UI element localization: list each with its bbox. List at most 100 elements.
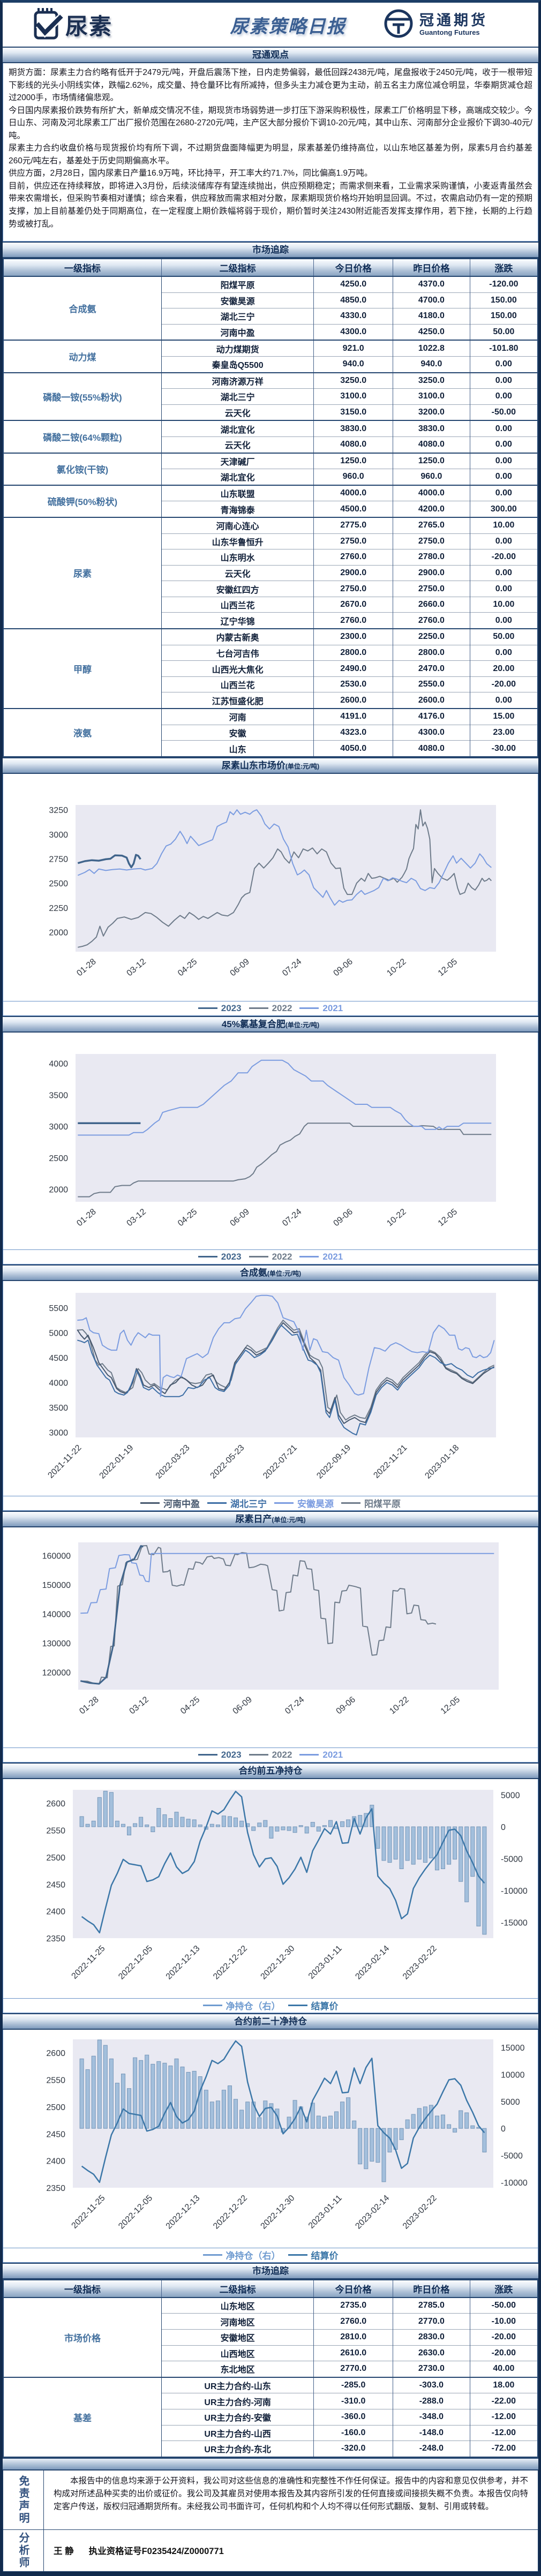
bar — [121, 1824, 125, 1827]
section-divider-bar — [3, 2457, 538, 2470]
svg-text:2023-01-11: 2023-01-11 — [307, 1944, 344, 1981]
price-cell: 0.00 — [470, 692, 538, 709]
price-cell: 0.00 — [470, 484, 538, 501]
price-cell: 2800.0 — [393, 644, 470, 661]
series-2022 — [78, 809, 492, 948]
price-cell: 0.00 — [470, 356, 538, 373]
section-bar-chart-0: 尿素山东市场价(单位:元/吨) — [3, 757, 538, 774]
bar — [459, 2110, 463, 2129]
legend-item: 净持仓（右） — [202, 1999, 281, 2012]
series-湖北三宁 — [77, 1324, 494, 1436]
bar — [168, 1818, 173, 1827]
legend-dash-icon — [249, 1754, 268, 1756]
indicator-level2: 山西光大焦化 — [161, 660, 314, 677]
indicator-level2: 湖北宜化 — [161, 420, 314, 437]
bar — [310, 1821, 315, 1827]
price-cell: -50.00 — [470, 404, 538, 421]
price-cell: 3200.0 — [393, 404, 470, 421]
price-cell: -72.00 — [470, 2441, 538, 2457]
bar — [352, 2120, 357, 2129]
legend-label: 结算价 — [311, 2001, 339, 2012]
section-title: 市场追踪 — [252, 245, 289, 255]
svg-text:01-28: 01-28 — [75, 957, 97, 978]
bar — [375, 2128, 380, 2163]
price-cell: 4080.0 — [393, 740, 470, 757]
price-cell: 2760.0 — [313, 549, 394, 566]
price-cell: 0.00 — [470, 533, 538, 549]
svg-text:2000: 2000 — [49, 1185, 68, 1194]
price-cell: 2830.0 — [393, 2329, 470, 2346]
price-cell: 4000.0 — [393, 484, 470, 501]
price-cell: -20.00 — [470, 2329, 538, 2346]
chart-section-title: 合约前二十净持仓 — [234, 2016, 307, 2027]
bar — [269, 2103, 274, 2129]
table-row: 云天化 2900.0 2900.0 0.00 — [3, 564, 538, 581]
bar — [346, 1819, 351, 1827]
table-row: 山东明水 2760.0 2780.0 -20.00 — [3, 549, 538, 566]
bar — [364, 2128, 369, 2170]
price-cell: 2490.0 — [313, 660, 394, 677]
indicator-level2: 河南中盈 — [161, 323, 314, 341]
indicator-level1: 基差 — [3, 2376, 162, 2457]
analyst-label: 分析师 — [3, 2529, 44, 2571]
legend-dash-icon — [288, 2254, 307, 2256]
indicator-level2: 安徽 — [161, 724, 314, 741]
chart-unit: (单位:元/吨) — [267, 1269, 302, 1277]
legend-label: 结算价 — [311, 2251, 339, 2262]
bar — [482, 2128, 487, 2152]
indicator-level2: 山东华鲁恒升 — [161, 533, 314, 549]
price-cell: 4050.0 — [313, 740, 394, 757]
price-cell: 0.00 — [470, 612, 538, 629]
legend-dash-icon — [274, 1502, 294, 1504]
urea-logo: 尿素 — [3, 7, 193, 43]
price-cell: 3830.0 — [393, 420, 470, 437]
indicator-level2: 青海锦泰 — [161, 501, 314, 517]
indicator-level1: 市场价格 — [3, 2296, 162, 2377]
bar — [316, 1826, 321, 1832]
price-cell: -22.00 — [470, 2393, 538, 2409]
table-row: UR主力合约-山西 -160.0 -148.0 -12.00 — [3, 2424, 538, 2441]
bar — [292, 2100, 297, 2129]
urea-logo-text: 尿素 — [65, 13, 113, 39]
svg-text:2350: 2350 — [46, 1934, 65, 1944]
price-cell: 4000.0 — [313, 484, 394, 501]
bar — [393, 1826, 398, 1859]
legend-label: 净持仓（右） — [226, 2001, 281, 2012]
svg-text:2022-12-13: 2022-12-13 — [164, 2194, 202, 2231]
price-cell: 4330.0 — [313, 308, 394, 325]
column-header: 昨日价格 — [393, 2279, 470, 2298]
legend-dash-icon — [202, 2254, 222, 2256]
price-cell: 2250.0 — [393, 628, 470, 645]
bar — [133, 1823, 138, 1827]
price-cell: 0.00 — [470, 452, 538, 469]
legend-dash-icon — [299, 1256, 319, 1258]
company-logo: 冠通期货 Guantong Futures — [383, 8, 538, 42]
bar — [127, 1826, 131, 1835]
price-cell: 2800.0 — [313, 644, 394, 661]
price-cell: 1250.0 — [313, 452, 394, 469]
price-cell: 960.0 — [313, 469, 394, 485]
table-row: 青海锦泰 4500.0 4200.0 300.00 — [3, 501, 538, 517]
analyst-row: 分析师 王 静 执业资格证号F0235424/Z0000771 — [3, 2529, 538, 2572]
bar — [91, 1820, 96, 1827]
bar — [370, 2128, 374, 2161]
svg-text:0: 0 — [501, 1823, 506, 1832]
guantong-circle-icon — [383, 8, 414, 42]
table-row: UR主力合约-安徽 -360.0 -348.0 -12.00 — [3, 2408, 538, 2426]
table-row: 云天化 4080.0 4080.0 0.00 — [3, 436, 538, 453]
bar — [145, 2054, 149, 2129]
bar — [168, 2065, 173, 2129]
svg-text:-10000: -10000 — [501, 2179, 528, 2188]
bar — [322, 1825, 327, 1827]
bar — [245, 2102, 250, 2129]
legend-item: 安徽昊源 — [274, 1496, 334, 1510]
legend-label: 2023 — [221, 1749, 242, 1760]
bar — [304, 1826, 309, 1834]
svg-text:10-22: 10-22 — [388, 1695, 410, 1716]
indicator-level1: 硫酸钾(50%粉状) — [3, 484, 162, 517]
bar — [215, 1824, 220, 1827]
svg-text:2022-12-05: 2022-12-05 — [117, 1944, 154, 1982]
series-结算价 — [81, 2040, 485, 2183]
price-cell: 2735.0 — [313, 2296, 394, 2314]
price-cell: 2765.0 — [393, 516, 470, 533]
